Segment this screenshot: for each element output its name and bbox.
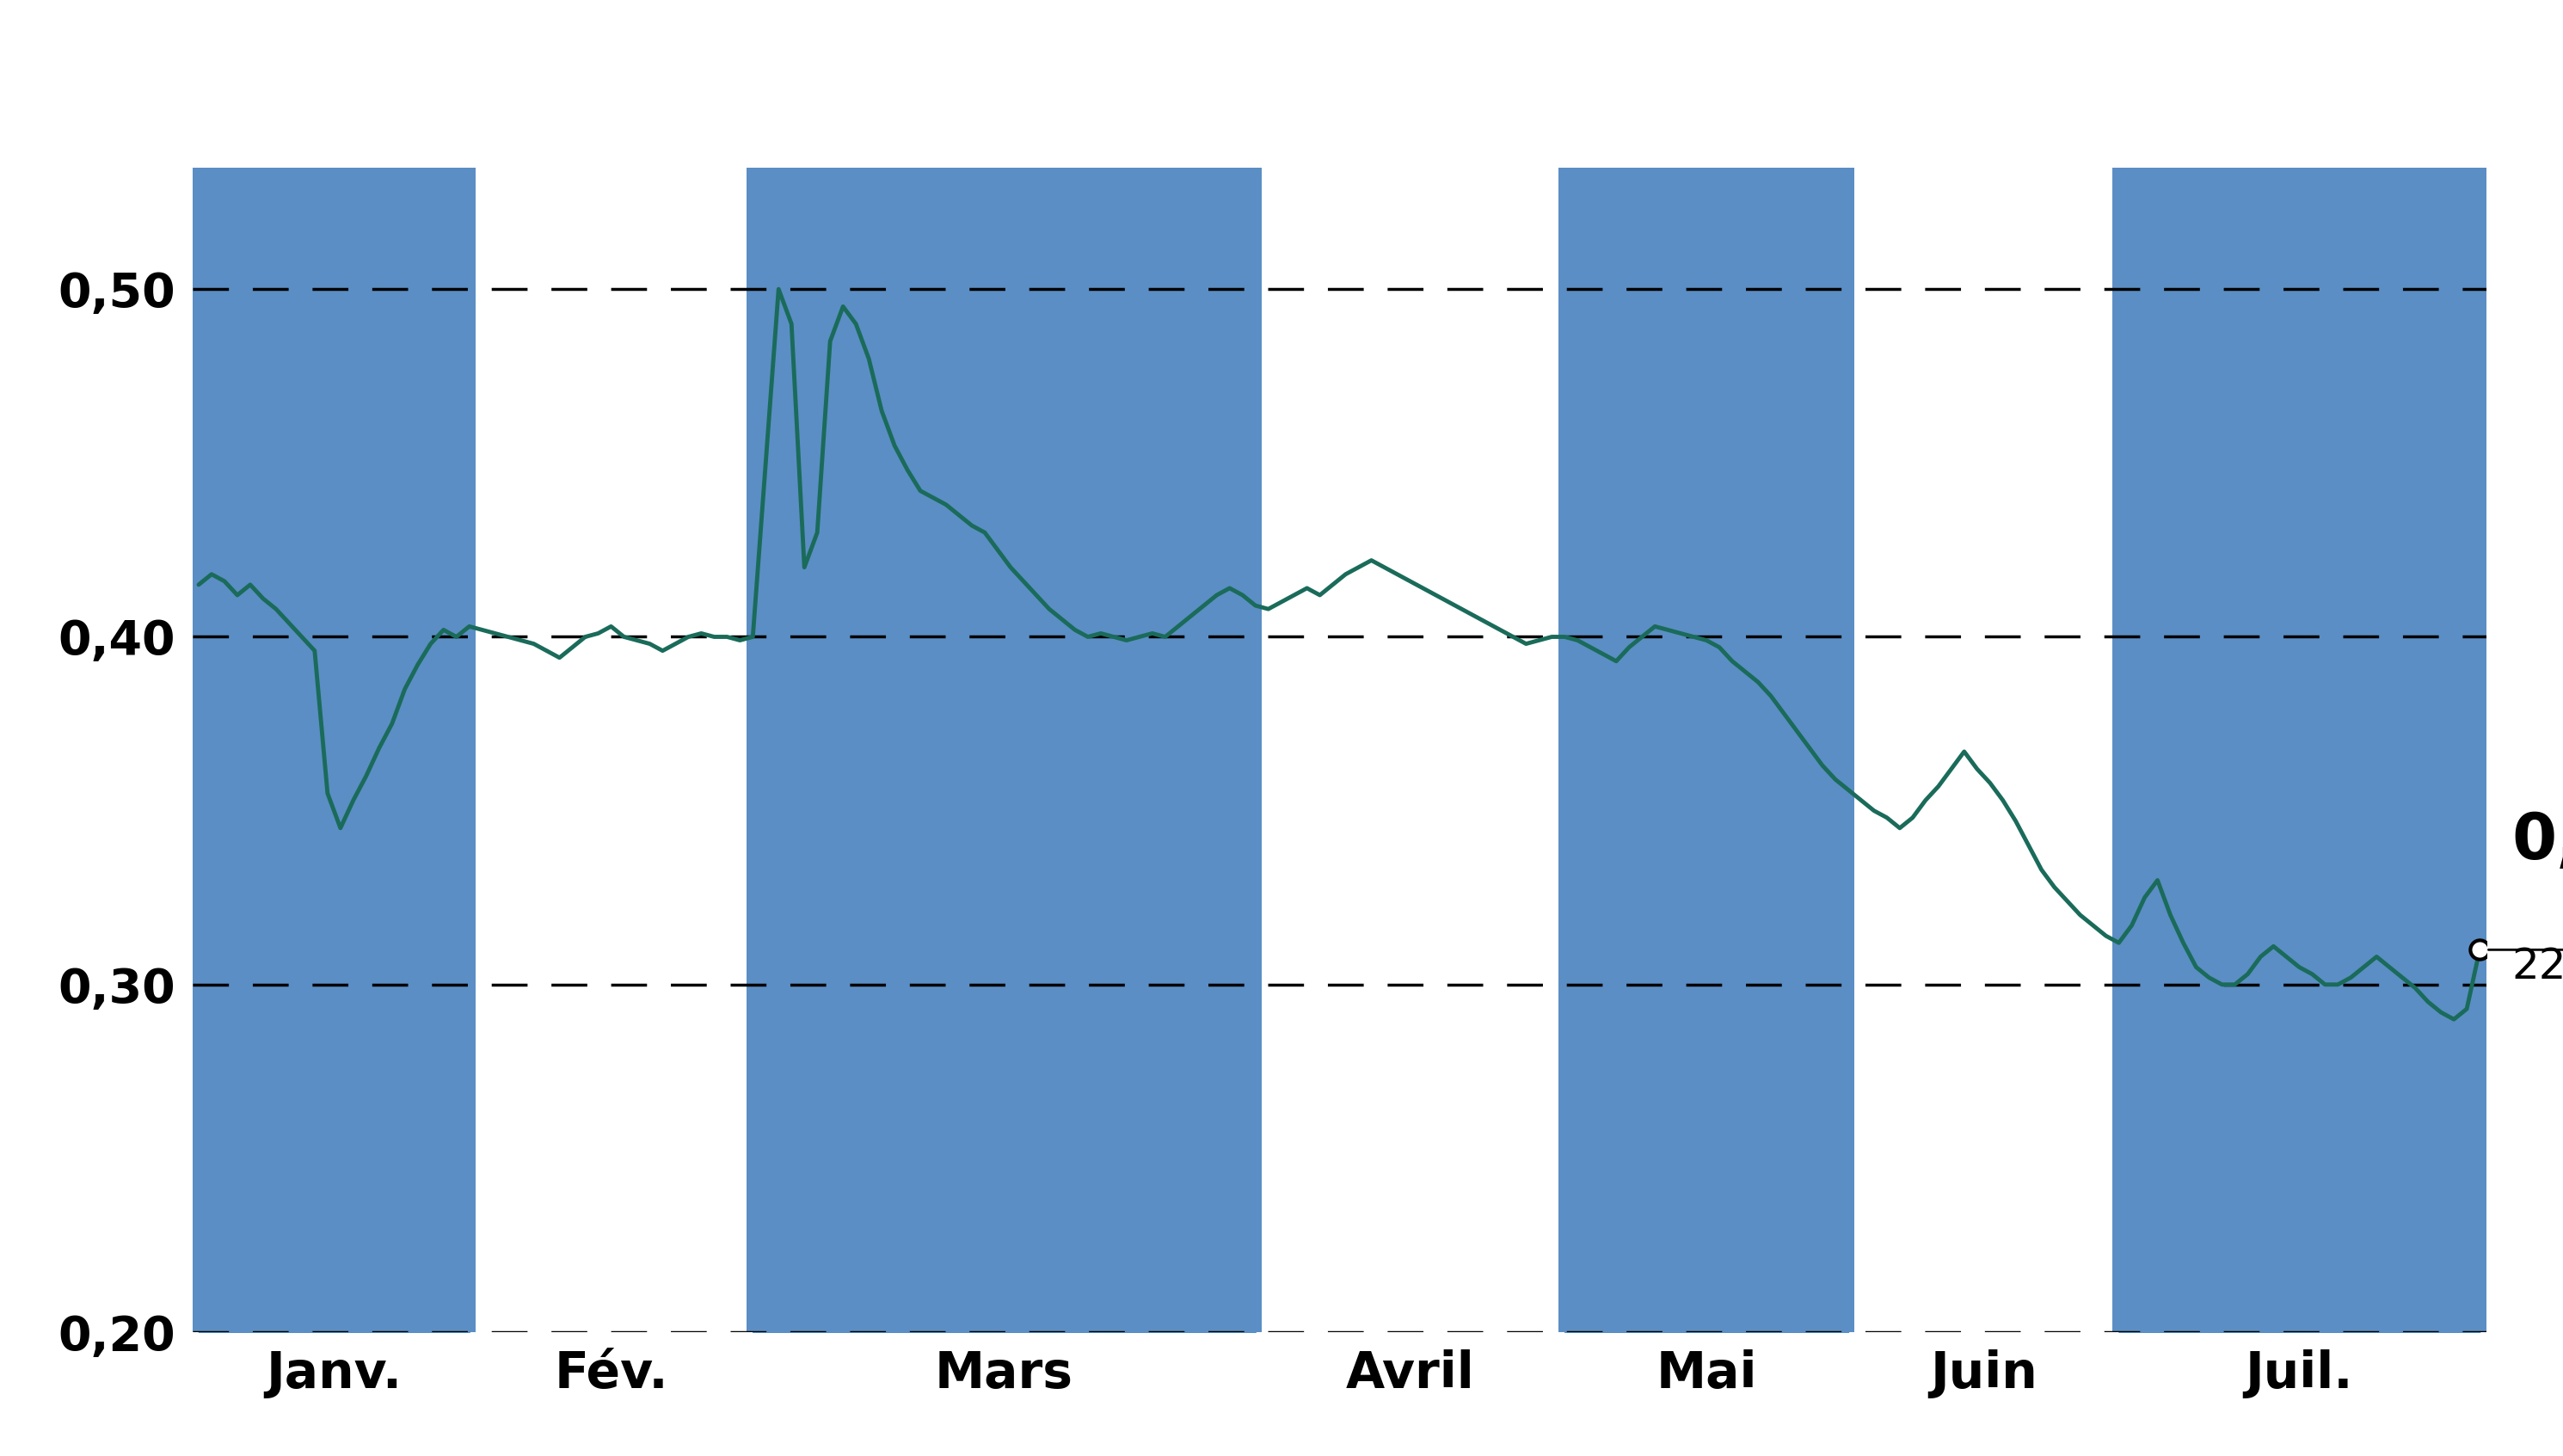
Bar — [192, 167, 477, 1332]
Bar — [746, 167, 1261, 1332]
Text: 22/07: 22/07 — [2512, 946, 2563, 987]
Bar — [2112, 167, 2486, 1332]
Bar — [1558, 167, 1856, 1332]
Text: GENSIGHT BIOLOGICS: GENSIGHT BIOLOGICS — [587, 28, 1976, 137]
Text: 0,31: 0,31 — [2512, 811, 2563, 874]
